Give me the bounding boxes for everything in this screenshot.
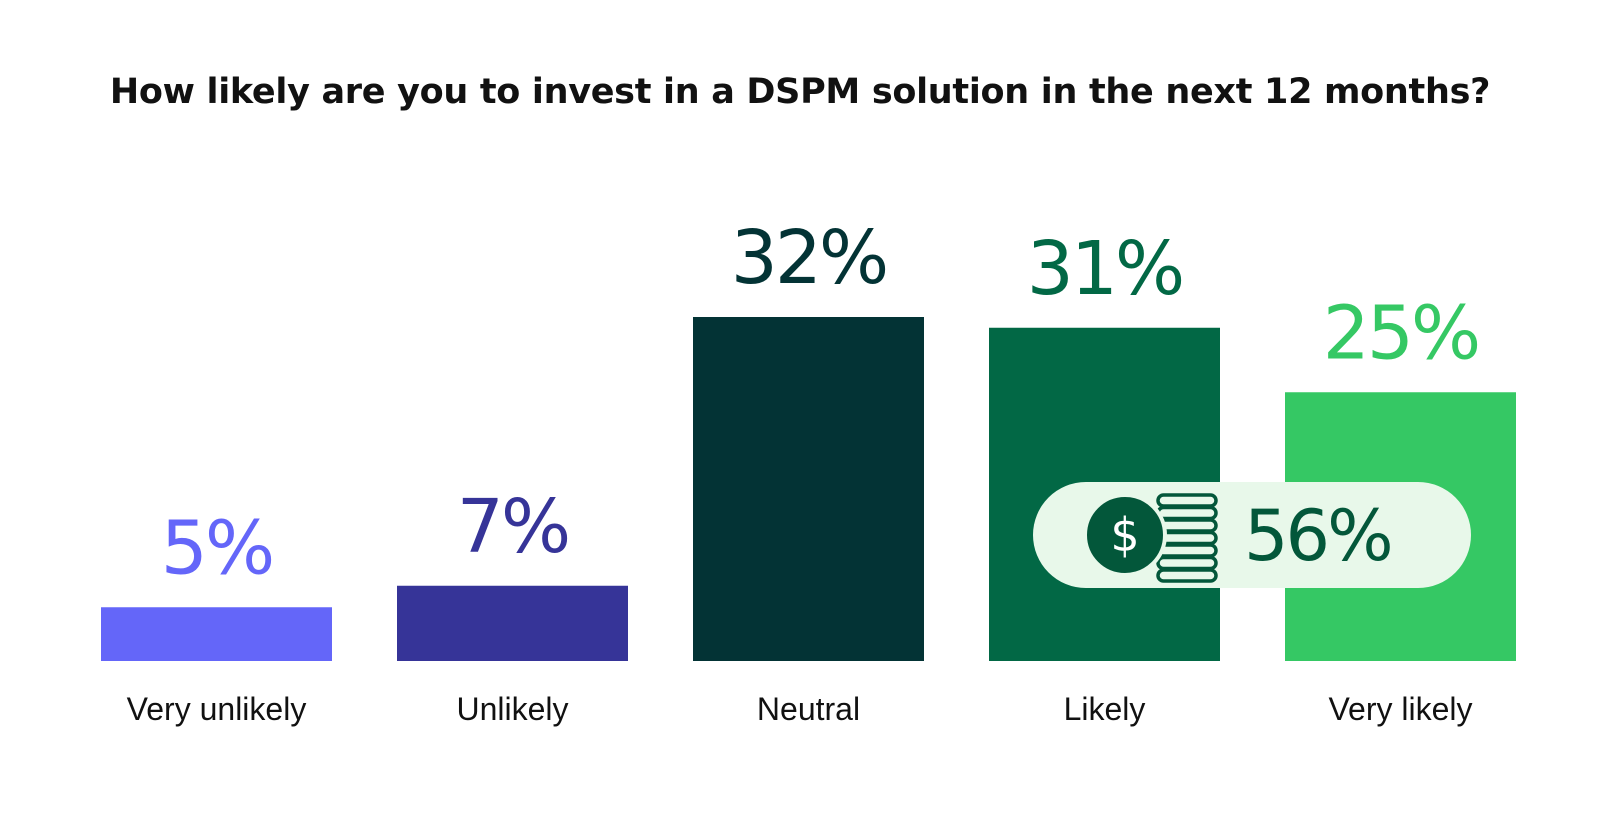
chart-title: How likely are you to invest in a DSPM s… <box>109 72 1491 112</box>
bars-group: 5% Very unlikely 7% Unlikely 32% Neutral 31% Li… <box>101 215 1516 727</box>
coin-3 <box>1156 518 1218 533</box>
category-label-likely: Likely <box>1064 691 1146 727</box>
coin-7 <box>1156 568 1218 583</box>
bar-neutral <box>693 317 924 661</box>
coin-1 <box>1156 493 1218 508</box>
value-label-very-likely: 25% <box>1323 290 1478 376</box>
callout-value: 56% <box>1244 495 1391 577</box>
coin-5 <box>1156 543 1218 558</box>
coin-2 <box>1156 505 1218 521</box>
category-label-unlikely: Unlikely <box>456 691 568 727</box>
dollar-glyph: $ <box>1110 508 1139 562</box>
category-label-very-unlikely: Very unlikely <box>127 691 307 727</box>
category-label-neutral: Neutral <box>757 691 860 727</box>
value-label-neutral: 32% <box>731 215 886 301</box>
value-label-likely: 31% <box>1027 226 1182 312</box>
bar-very-unlikely <box>101 607 332 661</box>
coin-6 <box>1156 555 1218 571</box>
category-label-very-likely: Very likely <box>1328 691 1472 727</box>
callout-group: $56% <box>1033 482 1471 588</box>
value-label-very-unlikely: 5% <box>161 505 272 591</box>
value-label-unlikely: 7% <box>457 484 568 570</box>
dollar-coins-icon: $ <box>1083 493 1218 583</box>
dollar-coin <box>1083 493 1167 577</box>
bar-unlikely <box>397 585 628 661</box>
